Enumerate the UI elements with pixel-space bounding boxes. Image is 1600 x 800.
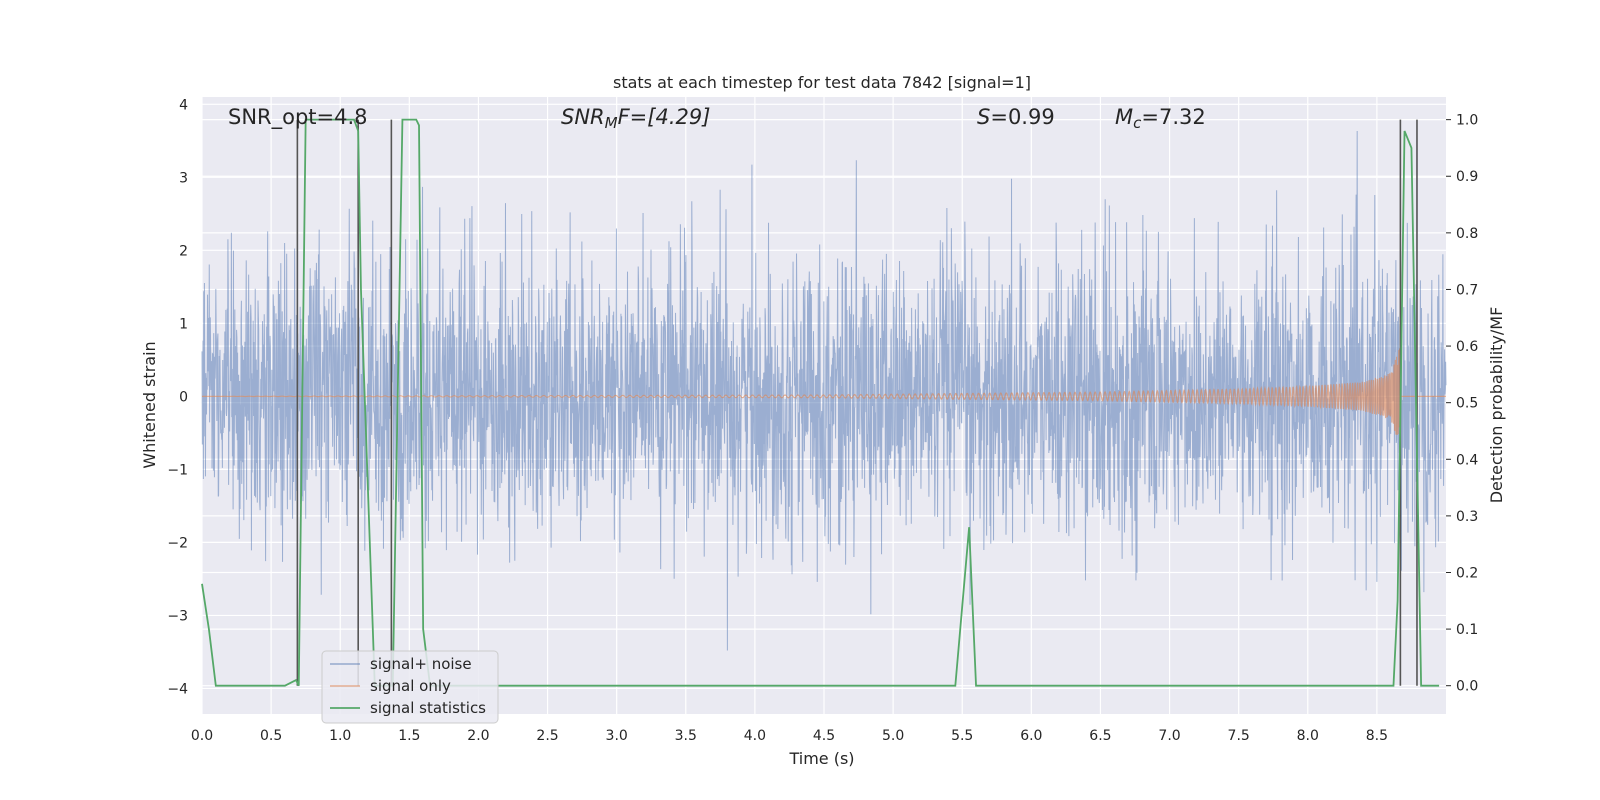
x-tick-label: 6.0 bbox=[1020, 728, 1042, 744]
x-tick-label: 3.0 bbox=[606, 728, 628, 744]
series-signal-only bbox=[202, 348, 1446, 436]
x-axis-ticks: 0.0 0.5 1.0 1.5 2.0 2.5 3.0 3.5 4.0 4.5 5.0 5.5 6.0 6… bbox=[191, 728, 1388, 744]
x-tick-label: 4.5 bbox=[813, 728, 835, 744]
legend-label-signal-only: signal only bbox=[370, 677, 451, 695]
x-tick-label: 6.5 bbox=[1089, 728, 1111, 744]
annotation-mc: Mc=7.32 bbox=[1115, 105, 1206, 132]
y-right-tick-label: 0.1 bbox=[1456, 622, 1478, 638]
x-tick-label: 5.0 bbox=[882, 728, 904, 744]
y-left-tick-label: 0 bbox=[179, 389, 188, 405]
x-tick-label: 1.0 bbox=[329, 728, 351, 744]
y-right-tick-label: 0.6 bbox=[1456, 339, 1478, 355]
y-right-tick-label: 1.0 bbox=[1456, 113, 1478, 129]
statistics-line bbox=[201, 118, 1440, 687]
y-right-tick-label: 0.3 bbox=[1456, 509, 1478, 525]
y-left-tick-label: −1 bbox=[167, 462, 188, 478]
legend-label-signal-statistics: signal statistics bbox=[370, 699, 486, 717]
signal-line bbox=[202, 348, 1446, 436]
y-axis-left-label: Whitened strain bbox=[140, 341, 159, 468]
y-left-tick-label: −3 bbox=[167, 608, 188, 624]
x-tick-label: 2.5 bbox=[536, 728, 558, 744]
y-left-tick-label: 4 bbox=[179, 97, 188, 113]
y-right-tick-label: 0.0 bbox=[1456, 679, 1478, 695]
x-tick-label: 7.0 bbox=[1158, 728, 1180, 744]
x-tick-label: 2.0 bbox=[467, 728, 489, 744]
annotation-snr-mf: SNRMF=[4.29] bbox=[561, 105, 710, 132]
x-tick-label: 0.0 bbox=[191, 728, 213, 744]
y-right-tick-label: 0.2 bbox=[1456, 565, 1478, 581]
x-tick-label: 8.5 bbox=[1366, 728, 1388, 744]
x-tick-label: 1.5 bbox=[398, 728, 420, 744]
noise-line bbox=[201, 131, 1447, 651]
legend-label-signal-plus-noise: signal+ noise bbox=[370, 655, 472, 673]
y-right-tick-label: 0.7 bbox=[1456, 282, 1478, 298]
y-left-tick-label: 3 bbox=[179, 170, 188, 186]
y-right-tick-label: 0.4 bbox=[1456, 452, 1478, 468]
x-tick-label: 3.5 bbox=[675, 728, 697, 744]
y-left-tick-label: 2 bbox=[179, 243, 188, 259]
y-right-tick-label: 0.8 bbox=[1456, 226, 1478, 242]
legend-frame bbox=[321, 650, 499, 724]
y-axis-left-ticks: 4 3 2 1 0 −1 −2 −3 −4 bbox=[167, 97, 188, 697]
x-tick-label: 0.5 bbox=[260, 728, 282, 744]
x-axis-label: Time (s) bbox=[788, 749, 854, 768]
y-left-tick-label: 1 bbox=[179, 316, 188, 332]
y-right-tick-label: 0.9 bbox=[1456, 169, 1478, 185]
series-signal-statistics bbox=[201, 118, 1440, 687]
x-tick-label: 8.0 bbox=[1297, 728, 1319, 744]
legend: signal+ noise signal only signal statist… bbox=[321, 650, 499, 724]
y-left-tick-label: −4 bbox=[167, 681, 188, 697]
series-signal-plus-noise bbox=[201, 131, 1447, 651]
x-tick-label: 4.0 bbox=[744, 728, 766, 744]
y-left-tick-label: −2 bbox=[167, 535, 188, 551]
x-tick-label: 7.5 bbox=[1228, 728, 1250, 744]
y-axis-right-label: Detection probability/MF bbox=[1487, 307, 1506, 504]
y-axis-right-ticks: 1.0 0.9 0.8 0.7 0.6 0.5 0.4 0.3 0.2 0.1 0.0 bbox=[1446, 113, 1478, 695]
y-right-tick-label: 0.5 bbox=[1456, 396, 1478, 412]
x-tick-label: 5.5 bbox=[951, 728, 973, 744]
chart-title: stats at each timestep for test data 784… bbox=[613, 73, 1031, 92]
annotation-s: S=0.99 bbox=[977, 105, 1055, 129]
annotation-snr-opt: SNR_opt=4.8 bbox=[228, 105, 368, 130]
